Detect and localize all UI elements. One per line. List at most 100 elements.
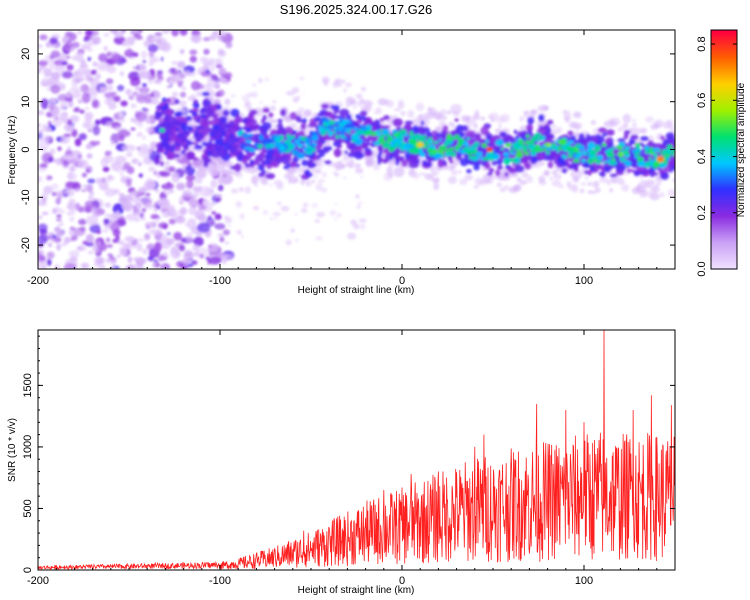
heatmap-cell <box>182 70 192 77</box>
colorbar-step <box>711 75 737 79</box>
heatmap-cell <box>38 260 47 269</box>
colorbar-step <box>711 115 737 119</box>
heatmap-cell <box>672 178 675 183</box>
heatmap-cell <box>365 159 374 168</box>
heatmap-cell <box>38 198 45 205</box>
heatmap-cell <box>208 188 215 193</box>
heatmap-cell <box>173 177 180 183</box>
heatmap-cell <box>113 95 121 103</box>
heatmap-cell <box>643 180 652 188</box>
heatmap-cell <box>295 163 301 168</box>
heatmap-cell <box>620 152 624 156</box>
heatmap-cell <box>57 64 66 71</box>
heatmap-cell <box>178 100 187 107</box>
heatmap-cell <box>117 215 126 225</box>
heatmap-cell <box>250 177 258 184</box>
heatmap-cell <box>512 147 519 151</box>
heatmap-cell <box>181 163 185 168</box>
heatmap-cell <box>523 110 531 119</box>
heatmap-cell <box>671 160 675 164</box>
heatmap-cell <box>570 169 583 180</box>
heatmap-cell <box>274 157 284 163</box>
heatmap-cell <box>216 104 222 111</box>
heatmap-cell <box>204 114 209 120</box>
heatmap-cell <box>221 131 227 137</box>
heatmap-cell <box>132 66 138 70</box>
colorbar-step <box>711 47 737 51</box>
colorbar-step <box>711 159 737 163</box>
heatmap-cell <box>526 124 534 132</box>
heatmap-cell <box>522 145 528 151</box>
heatmap-cell <box>575 143 582 147</box>
heatmap-cell <box>49 97 57 104</box>
colorbar-step <box>711 235 737 238</box>
heatmap-cell <box>577 138 586 146</box>
heatmap-cell <box>316 165 320 168</box>
heatmap-cell <box>624 150 629 155</box>
heatmap-cell <box>474 133 482 139</box>
heatmap-cell <box>348 124 355 129</box>
heatmap-cell <box>109 30 118 34</box>
heatmap-cell <box>515 134 520 141</box>
heatmap-cell <box>418 137 423 142</box>
snr-y-tick-label: 500 <box>22 499 34 517</box>
heatmap-cell <box>57 146 62 151</box>
heatmap-cell <box>409 154 419 162</box>
colorbar-step <box>711 83 737 87</box>
heatmap-cell <box>540 161 545 166</box>
heatmap-cell <box>95 140 101 146</box>
heatmap-cell <box>79 62 88 69</box>
heatmap-cell <box>136 237 145 243</box>
heatmap-cell <box>222 109 230 117</box>
heatmap-cell <box>653 153 659 158</box>
heatmap-cell <box>623 134 629 140</box>
heatmap-cell <box>139 213 144 218</box>
heatmap-cell <box>656 178 663 185</box>
heatmap-cell <box>78 133 87 141</box>
heatmap-cell <box>294 239 299 242</box>
heatmap-cell <box>125 213 137 222</box>
heatmap-cell <box>379 120 386 126</box>
heatmap-cell <box>160 56 164 62</box>
heatmap-cell <box>347 131 351 135</box>
heatmap-cell <box>662 138 670 146</box>
heatmap-cell <box>76 159 89 169</box>
heatmap-cell <box>551 124 557 129</box>
heatmap-cell <box>96 61 110 72</box>
heatmap-cell <box>388 146 395 153</box>
heatmap-cell <box>193 252 200 257</box>
heatmap-cell <box>120 100 128 107</box>
heatmap-cell <box>460 138 465 144</box>
heatmap-cell <box>68 229 74 236</box>
colorbar-step <box>711 101 737 105</box>
heatmap-cell <box>112 203 125 215</box>
heatmap-cell <box>38 60 48 67</box>
heatmap-cell <box>245 163 251 168</box>
heatmap-cell <box>644 163 651 169</box>
heatmap-cell <box>478 179 488 186</box>
heatmap-cell <box>334 218 337 221</box>
heatmap-cell <box>147 256 154 261</box>
heatmap-cell <box>473 141 481 146</box>
heatmap-cell <box>154 188 160 193</box>
heatmap-cell <box>258 134 264 141</box>
heatmap-cell <box>159 171 171 177</box>
colorbar-step <box>711 67 737 71</box>
heatmap-cell <box>465 144 470 148</box>
heatmap-cell <box>321 103 329 109</box>
colorbar-step <box>711 69 737 73</box>
colorbar-step <box>711 209 737 212</box>
heatmap-cell <box>230 149 237 155</box>
heatmap-cell <box>648 156 652 160</box>
heatmap-cell <box>608 117 621 127</box>
heatmap-cell <box>550 146 553 151</box>
heatmap-cell <box>534 144 540 151</box>
heatmap-cell <box>54 263 61 269</box>
heatmap-cell <box>334 202 338 205</box>
heatmap-cell <box>315 236 323 241</box>
heatmap-cell <box>395 159 400 166</box>
heatmap-cell <box>160 161 164 167</box>
heatmap-cell <box>459 178 468 186</box>
heatmap-cell <box>488 167 495 173</box>
heatmap-cell <box>607 160 618 166</box>
